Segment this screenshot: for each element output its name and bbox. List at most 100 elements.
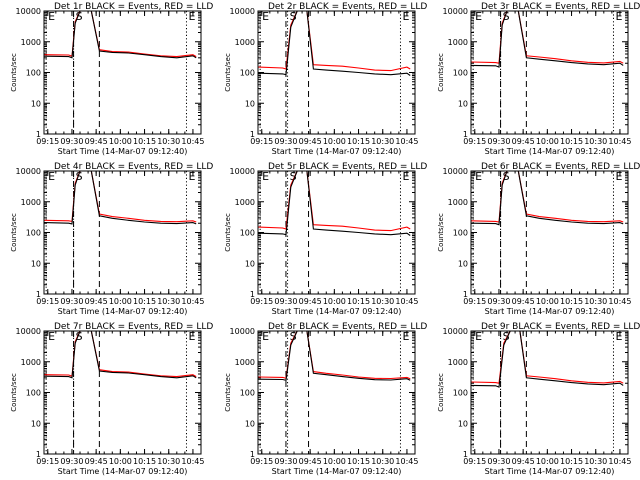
y-tick-label: 100 bbox=[240, 389, 255, 398]
y-tick-label: 1 bbox=[36, 130, 41, 139]
y-tick-label: 100 bbox=[26, 229, 41, 238]
x-tick-label: 10:00 bbox=[323, 297, 346, 306]
y-tick-label: 10000 bbox=[230, 7, 255, 16]
event-code-label: S bbox=[76, 170, 83, 183]
x-tick-label: 10:45 bbox=[395, 457, 418, 466]
panel-title: Det 4r BLACK = Events, RED = LLD bbox=[54, 162, 213, 172]
y-tick-label: 1 bbox=[36, 290, 41, 299]
y-tick-label: 10000 bbox=[230, 167, 255, 176]
y-tick-label: 10000 bbox=[16, 327, 41, 336]
panel-det-9: Det 9r BLACK = Events, RED = LLD 1 10 100 10… bbox=[437, 322, 640, 476]
event-code-label: S bbox=[76, 330, 83, 343]
event-code-label: S bbox=[290, 170, 297, 183]
x-tick-label: 10:30 bbox=[371, 137, 394, 146]
y-tick-label: 10000 bbox=[443, 167, 468, 176]
x-tick-label: 09:15 bbox=[36, 297, 59, 306]
y-tick-label: 10 bbox=[458, 99, 468, 108]
y-tick-label: 1 bbox=[250, 130, 255, 139]
x-tick-label: 09:30 bbox=[60, 297, 83, 306]
event-code-label: E bbox=[402, 170, 409, 183]
x-axis-label: Start Time (14-Mar-07 09:12:40) bbox=[485, 147, 615, 156]
x-tick-label: 09:15 bbox=[250, 137, 273, 146]
y-tick-label: 100 bbox=[240, 69, 255, 78]
x-tick-label: 10:15 bbox=[560, 457, 583, 466]
plot-frame bbox=[257, 170, 416, 295]
y-tick-label: 10 bbox=[245, 99, 255, 108]
x-tick-label: 09:45 bbox=[299, 297, 322, 306]
x-tick-label: 09:30 bbox=[274, 457, 297, 466]
plot-frame bbox=[257, 10, 416, 135]
x-tick-label: 10:30 bbox=[584, 297, 607, 306]
series-line-lld bbox=[258, 331, 411, 380]
x-tick-label: 09:30 bbox=[487, 457, 510, 466]
y-tick-label: 100 bbox=[26, 69, 41, 78]
y-tick-label: 1000 bbox=[235, 198, 255, 207]
x-tick-label: 09:45 bbox=[512, 137, 535, 146]
x-tick-label: 10:15 bbox=[133, 297, 156, 306]
x-tick-label: 10:30 bbox=[371, 297, 394, 306]
x-tick-label: 09:15 bbox=[463, 297, 486, 306]
y-tick-label: 10 bbox=[458, 419, 468, 428]
x-tick-label: 10:00 bbox=[323, 457, 346, 466]
event-code-label: E bbox=[615, 170, 622, 183]
event-code-label: E bbox=[402, 10, 409, 23]
event-code-label: E bbox=[262, 330, 269, 343]
y-tick-label: 1000 bbox=[235, 358, 255, 367]
x-tick-label: 10:15 bbox=[347, 137, 370, 146]
plot-frame bbox=[43, 170, 202, 295]
x-tick-label: 09:30 bbox=[60, 137, 83, 146]
panel-det-2: Det 2r BLACK = Events, RED = LLD 1 10 100 10… bbox=[224, 2, 427, 156]
plot-frame bbox=[470, 170, 629, 295]
x-tick-label: 09:30 bbox=[487, 297, 510, 306]
x-tick-label: 10:45 bbox=[395, 297, 418, 306]
y-tick-label: 1 bbox=[463, 290, 468, 299]
y-tick-label: 1000 bbox=[448, 38, 468, 47]
event-code-label: E bbox=[615, 10, 622, 23]
x-axis-label: Start Time (14-Mar-07 09:12:40) bbox=[58, 467, 188, 476]
x-axis-label: Start Time (14-Mar-07 09:12:40) bbox=[272, 147, 402, 156]
x-tick-label: 10:00 bbox=[323, 137, 346, 146]
y-axis-label: Counts/sec bbox=[437, 53, 445, 92]
panel-title: Det 6r BLACK = Events, RED = LLD bbox=[481, 162, 640, 172]
y-tick-label: 10 bbox=[31, 419, 41, 428]
y-tick-label: 1 bbox=[463, 130, 468, 139]
y-tick-label: 1000 bbox=[21, 358, 41, 367]
x-tick-label: 10:15 bbox=[133, 457, 156, 466]
series-line-events bbox=[258, 171, 411, 236]
event-code-label: E bbox=[188, 330, 195, 343]
series-line-events bbox=[471, 171, 624, 226]
x-tick-label: 09:30 bbox=[487, 137, 510, 146]
x-tick-label: 10:00 bbox=[536, 297, 559, 306]
plot-frame bbox=[257, 330, 416, 455]
panel-det-8: Det 8r BLACK = Events, RED = LLD 1 10 100 10… bbox=[224, 322, 427, 476]
y-axis-label: Counts/sec bbox=[437, 373, 445, 412]
x-tick-label: 09:15 bbox=[463, 457, 486, 466]
y-tick-label: 10 bbox=[458, 259, 468, 268]
y-tick-label: 10 bbox=[31, 99, 41, 108]
series-line-events bbox=[44, 171, 197, 225]
event-code-label: E bbox=[48, 330, 55, 343]
x-tick-label: 09:45 bbox=[299, 137, 322, 146]
panel-title: Det 5r BLACK = Events, RED = LLD bbox=[268, 162, 427, 172]
series-line-lld bbox=[258, 171, 411, 232]
series-line-lld bbox=[44, 171, 197, 223]
event-code-label: S bbox=[290, 10, 297, 23]
y-tick-label: 1000 bbox=[448, 198, 468, 207]
panel-title: Det 3r BLACK = Events, RED = LLD bbox=[481, 2, 640, 12]
x-tick-label: 09:15 bbox=[36, 137, 59, 146]
panel-title: Det 1r BLACK = Events, RED = LLD bbox=[54, 2, 213, 12]
event-code-label: S bbox=[503, 330, 510, 343]
x-axis-label: Start Time (14-Mar-07 09:12:40) bbox=[485, 307, 615, 316]
series-line-lld bbox=[471, 171, 624, 223]
panel-title: Det 7r BLACK = Events, RED = LLD bbox=[54, 322, 213, 332]
event-code-label: S bbox=[503, 10, 510, 23]
x-tick-label: 10:00 bbox=[536, 137, 559, 146]
y-tick-label: 1000 bbox=[235, 38, 255, 47]
y-tick-label: 1 bbox=[463, 450, 468, 459]
panel-det-3: Det 3r BLACK = Events, RED = LLD 1 10 100 10… bbox=[437, 2, 640, 156]
y-tick-label: 10 bbox=[245, 259, 255, 268]
x-tick-label: 10:15 bbox=[560, 137, 583, 146]
panel-det-7: Det 7r BLACK = Events, RED = LLD 1 10 100 10… bbox=[10, 322, 213, 476]
event-code-label: E bbox=[402, 330, 409, 343]
